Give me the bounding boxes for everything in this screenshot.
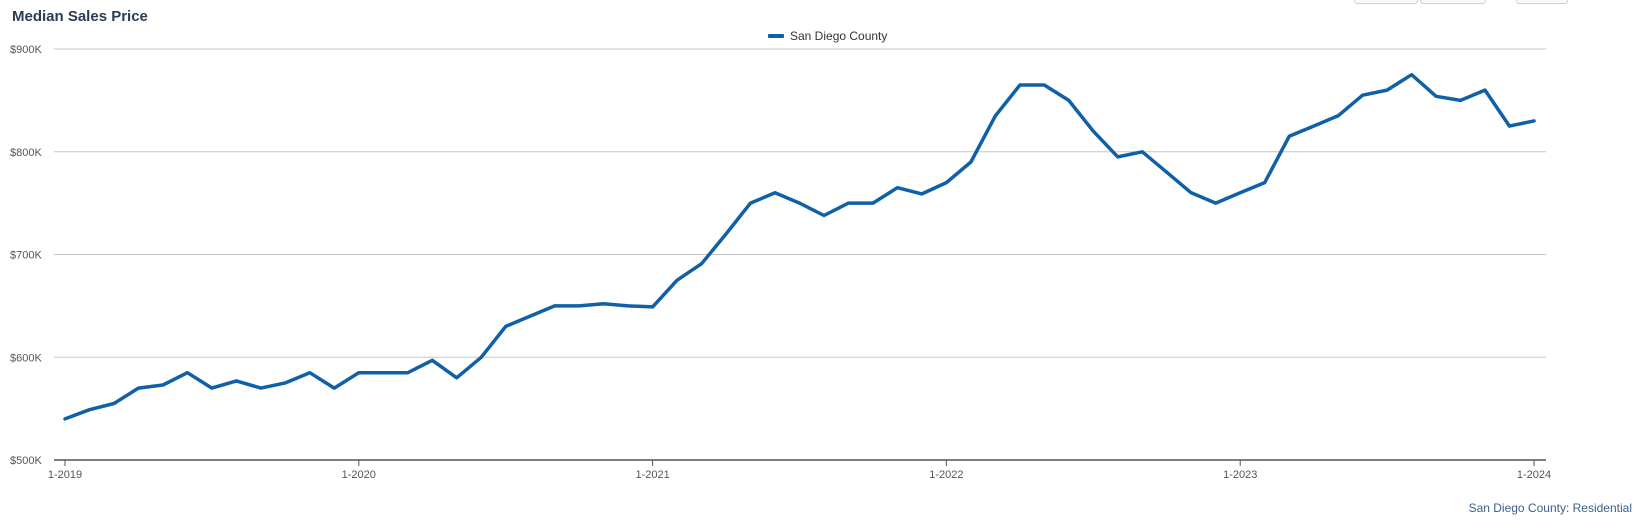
menu-button[interactable] — [1516, 0, 1568, 4]
legend-swatch — [768, 34, 784, 38]
page-title: Median Sales Price — [12, 8, 148, 25]
chart-footnote: San Diego County: Residential — [1468, 501, 1632, 515]
chart-legend: San Diego County — [768, 29, 887, 43]
toolbar-button[interactable] — [1420, 0, 1486, 4]
x-tick-label: 1-2019 — [48, 469, 82, 481]
toolbar-button[interactable] — [1354, 0, 1418, 4]
x-tick-label: 1-2022 — [929, 469, 963, 481]
series-line — [63, 72, 1536, 421]
x-tick-label: 1-2021 — [635, 469, 669, 481]
x-tick-label: 1-2024 — [1517, 469, 1551, 481]
x-tick-label: 1-2023 — [1223, 469, 1257, 481]
y-tick-label: $900K — [10, 44, 42, 56]
legend-label: San Diego County — [790, 29, 888, 43]
x-tick-label: 1-2020 — [342, 469, 376, 481]
y-tick-label: $700K — [10, 250, 42, 262]
y-tick-label: $800K — [10, 147, 42, 159]
y-tick-label: $600K — [10, 352, 42, 364]
y-tick-label: $500K — [10, 455, 42, 467]
